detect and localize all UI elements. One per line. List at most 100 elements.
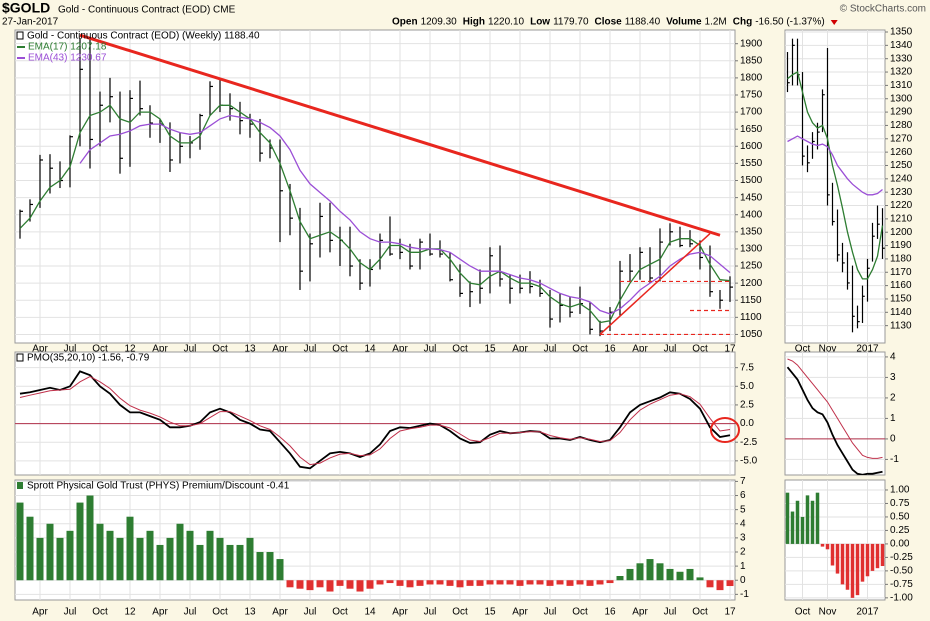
y-tick-label: 0 (740, 575, 746, 586)
y-tick-label: 1450 (740, 192, 763, 203)
bar (785, 492, 790, 544)
bar (686, 568, 694, 581)
bar (226, 544, 234, 581)
bar (596, 580, 604, 585)
y-tick-label: 1280 (890, 120, 913, 131)
bar (456, 580, 464, 588)
bar (86, 495, 94, 581)
bar (506, 580, 514, 585)
bar (676, 571, 684, 581)
y-tick-label: 4 (740, 518, 746, 529)
y-tick-label: 1180 (890, 254, 912, 265)
x-tick-label: Apr (392, 607, 408, 618)
x-tick-label: Jul (304, 607, 317, 618)
panel-title: PMO(35,20,10) -1.56, -0.79 (27, 353, 150, 364)
bar (706, 580, 714, 588)
x-tick-label: 17 (724, 607, 736, 618)
y-tick-label: 1350 (890, 27, 913, 38)
bar (216, 537, 224, 581)
x-tick-label: Jul (424, 344, 437, 355)
y-tick-label: 1 (740, 561, 746, 572)
bar (386, 580, 394, 584)
x-tick-label: 13 (244, 344, 256, 355)
line-series (786, 366, 883, 475)
panel (14, 351, 736, 476)
credit: © StockCharts.com (840, 4, 926, 15)
x-tick-label: Apr (272, 344, 288, 355)
y-tick-label: 2 (740, 547, 746, 558)
y-tick-label: 7 (740, 476, 746, 487)
bar (860, 543, 865, 582)
x-tick-label: 2017 (856, 344, 879, 355)
y-tick-label: 1270 (890, 133, 913, 144)
x-tick-label: 12 (124, 344, 136, 355)
bar (436, 580, 444, 585)
y-tick-label: 1100 (740, 312, 762, 323)
y-tick-label: 1900 (740, 38, 763, 49)
x-tick-label: Oct (452, 607, 468, 618)
y-tick-label: 1240 (890, 173, 913, 184)
y-tick-label: 1310 (890, 80, 913, 91)
y-tick-label: 7.5 (740, 362, 754, 373)
bar (56, 537, 64, 581)
y-tick-label: 1350 (740, 226, 763, 237)
bar (46, 523, 54, 581)
y-tick-label: 1250 (740, 261, 763, 272)
plot-area (15, 480, 735, 600)
bar (840, 543, 845, 585)
bar (546, 580, 554, 586)
bar (316, 580, 324, 588)
bar (870, 543, 875, 571)
y-tick-label: 1750 (740, 90, 763, 101)
bar (845, 543, 850, 590)
legend-entry: EMA(17) 1207.18 (28, 42, 107, 53)
bar (406, 580, 414, 588)
bar (805, 495, 810, 544)
bar (326, 580, 334, 592)
quote-value: 1179.70 (553, 17, 589, 28)
x-tick-label: Apr (512, 607, 528, 618)
y-tick-label: 6 (740, 490, 746, 501)
y-tick-label: 1260 (890, 147, 913, 158)
bar (26, 516, 34, 581)
x-tick-label: Jul (184, 607, 197, 618)
bar (286, 580, 294, 588)
bar (626, 568, 634, 581)
quote-label: Low (530, 17, 550, 28)
y-tick-label: 0.00 (890, 539, 910, 550)
bar (376, 580, 384, 585)
bar (96, 523, 104, 581)
bar (116, 537, 124, 581)
bar (76, 502, 84, 581)
x-tick-label: Oct (92, 607, 108, 618)
bar (196, 544, 204, 581)
plot-area (785, 30, 885, 343)
bar (426, 580, 434, 585)
y-tick-label: 1130 (890, 320, 912, 331)
title-box (17, 482, 23, 489)
panel (784, 29, 886, 344)
x-tick-label: Oct (212, 344, 228, 355)
y-tick-label: 1400 (740, 209, 763, 220)
date: 27-Jan-2017 (2, 17, 59, 28)
bar (830, 543, 835, 566)
x-tick-label: 12 (124, 607, 136, 618)
line-series (79, 114, 731, 315)
bar (346, 580, 354, 589)
bar (266, 552, 274, 581)
bar (446, 580, 454, 586)
x-tick-label: Apr (152, 607, 168, 618)
y-tick-label: -0.25 (890, 552, 913, 563)
y-tick-label: 1150 (890, 294, 912, 305)
panel (784, 479, 886, 601)
x-tick-label: Jul (424, 607, 437, 618)
line-series (787, 135, 883, 196)
x-tick-label: Nov (819, 607, 837, 618)
x-tick-label: 15 (484, 344, 496, 355)
x-tick-label: Oct (212, 607, 228, 618)
y-tick-label: 1650 (740, 124, 763, 135)
bar (366, 580, 374, 589)
bar (790, 511, 795, 544)
x-tick-label: 15 (484, 607, 496, 618)
